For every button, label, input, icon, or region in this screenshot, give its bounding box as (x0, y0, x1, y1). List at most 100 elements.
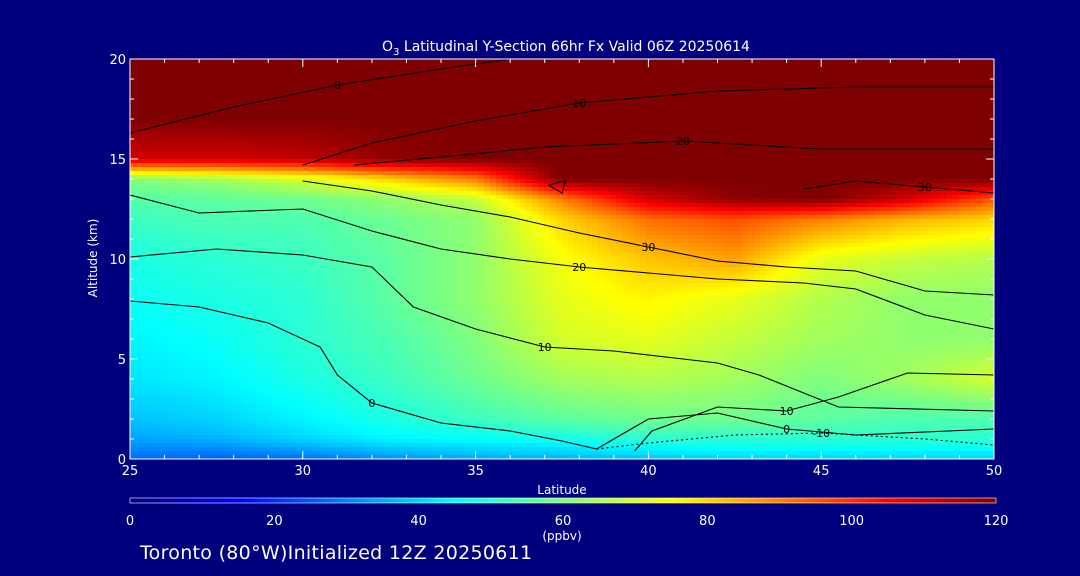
heatmap-cell (376, 159, 383, 164)
heatmap-cell (652, 155, 659, 160)
heatmap-cell (982, 131, 989, 136)
heatmap-cell (478, 71, 485, 76)
heatmap-cell (328, 111, 335, 116)
heatmap-cell (946, 71, 953, 76)
heatmap-cell (550, 83, 557, 88)
heatmap-cell (574, 123, 581, 128)
heatmap-cell (790, 139, 797, 144)
heatmap-cell (208, 103, 215, 108)
heatmap-cell (706, 67, 713, 72)
heatmap-cell (760, 159, 767, 164)
heatmap-cell (946, 67, 953, 72)
heatmap-cell (364, 135, 371, 140)
heatmap-cell (640, 191, 647, 196)
heatmap-cell (790, 131, 797, 136)
heatmap-cell (556, 131, 563, 136)
heatmap-cell (916, 71, 923, 76)
heatmap-cell (526, 151, 533, 156)
heatmap-cell (622, 139, 629, 144)
heatmap-cell (934, 131, 941, 136)
heatmap-cell (190, 183, 197, 188)
heatmap-cell (952, 135, 959, 140)
heatmap-cell (748, 191, 755, 196)
heatmap-cell (208, 159, 215, 164)
heatmap-cell (172, 67, 179, 72)
heatmap-cell (676, 67, 683, 72)
heatmap-cell (838, 131, 845, 136)
heatmap-cell (634, 139, 641, 144)
heatmap-cell (808, 151, 815, 156)
heatmap-cell (196, 63, 203, 68)
heatmap-cell (412, 159, 419, 164)
heatmap-cell (628, 103, 635, 108)
heatmap-cell (460, 195, 467, 200)
heatmap-cell (772, 139, 779, 144)
heatmap-cell (334, 67, 341, 72)
heatmap-cell (454, 147, 461, 152)
heatmap-cell (454, 179, 461, 184)
heatmap-cell (364, 159, 371, 164)
heatmap-cell (658, 151, 665, 156)
heatmap-cell (628, 191, 635, 196)
heatmap-cell (454, 175, 461, 180)
heatmap-cell (220, 87, 227, 92)
heatmap-cell (676, 91, 683, 96)
heatmap-cell (832, 135, 839, 140)
heatmap-cell (418, 91, 425, 96)
heatmap-cell (814, 135, 821, 140)
heatmap-cell (676, 163, 683, 168)
heatmap-cell (370, 91, 377, 96)
heatmap-cell (376, 91, 383, 96)
heatmap-cell (226, 87, 233, 92)
heatmap-cell (244, 83, 251, 88)
heatmap-cell (844, 127, 851, 132)
heatmap-cell (940, 99, 947, 104)
heatmap-cell (406, 171, 413, 176)
heatmap-cell (598, 151, 605, 156)
heatmap-cell (484, 183, 491, 188)
heatmap-cell (280, 195, 287, 200)
heatmap-cell (538, 131, 545, 136)
heatmap-cell (430, 115, 437, 120)
heatmap-cell (904, 59, 911, 64)
heatmap-cell (814, 67, 821, 72)
heatmap-cell (922, 155, 929, 160)
heatmap-cell (622, 191, 629, 196)
heatmap-cell (694, 195, 701, 200)
heatmap-cell (178, 107, 185, 112)
heatmap-cell (202, 91, 209, 96)
heatmap-cell (250, 147, 257, 152)
heatmap-cell (628, 123, 635, 128)
heatmap-cell (136, 79, 143, 84)
heatmap-cell (790, 95, 797, 100)
heatmap-cell (796, 175, 803, 180)
heatmap-cell (532, 91, 539, 96)
heatmap-cell (514, 107, 521, 112)
heatmap-cell (790, 119, 797, 124)
heatmap-cell (838, 119, 845, 124)
heatmap-cell (688, 183, 695, 188)
heatmap-cell (718, 107, 725, 112)
heatmap-cell (892, 163, 899, 168)
heatmap-cell (604, 147, 611, 152)
heatmap-cell (934, 139, 941, 144)
heatmap-cell (592, 63, 599, 68)
heatmap-cell (934, 187, 941, 192)
heatmap-cell (760, 131, 767, 136)
heatmap-cell (910, 187, 917, 192)
heatmap-cell (904, 155, 911, 160)
heatmap-cell (190, 191, 197, 196)
heatmap-cell (232, 95, 239, 100)
heatmap-cell (784, 183, 791, 188)
heatmap-cell (814, 87, 821, 92)
heatmap-cell (436, 167, 443, 172)
heatmap-cell (280, 187, 287, 192)
heatmap-cell (556, 115, 563, 120)
heatmap-cell (562, 187, 569, 192)
heatmap-cell (508, 123, 515, 128)
heatmap-cell (706, 151, 713, 156)
heatmap-cell (772, 83, 779, 88)
heatmap-cell (886, 135, 893, 140)
heatmap-cell (346, 115, 353, 120)
heatmap-cell (340, 139, 347, 144)
